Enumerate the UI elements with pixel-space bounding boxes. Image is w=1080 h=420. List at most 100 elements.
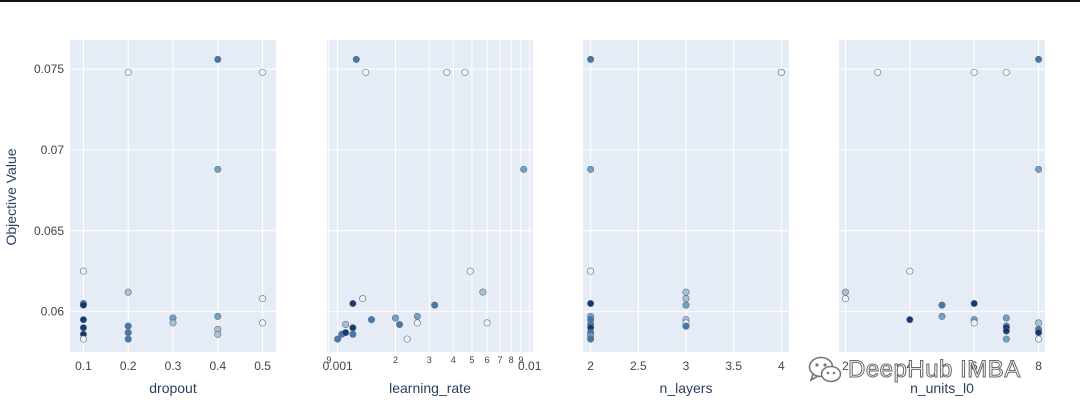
data-point bbox=[1035, 335, 1043, 343]
panel-dropout: 0.1 0.2 0.3 0.4 0.5 dropout bbox=[70, 40, 276, 396]
x-tick-label: 0.3 bbox=[165, 359, 182, 373]
data-point bbox=[352, 55, 360, 63]
y-tick-label: 0.075 bbox=[34, 62, 64, 76]
data-point bbox=[938, 312, 946, 320]
data-point bbox=[682, 288, 690, 296]
panel-n_layers: 2 2.5 3 3.5 4 n_layers bbox=[583, 40, 789, 396]
x-axis-title: n_units_l0 bbox=[910, 380, 974, 396]
y-tick-label: 0.06 bbox=[41, 305, 65, 319]
data-point bbox=[1002, 327, 1010, 335]
data-point bbox=[124, 322, 132, 330]
data-point bbox=[334, 335, 342, 343]
x-tick-label: 2.5 bbox=[630, 359, 647, 373]
x-minor-tick-label: 9 bbox=[518, 355, 523, 365]
data-point bbox=[1002, 68, 1010, 76]
data-point bbox=[79, 301, 87, 309]
data-point bbox=[587, 165, 595, 173]
y-axis-title: Objective Value bbox=[3, 148, 19, 245]
top-border bbox=[0, 0, 1080, 2]
data-point bbox=[169, 319, 177, 327]
plot-background bbox=[327, 40, 533, 352]
data-point bbox=[906, 267, 914, 275]
data-point bbox=[682, 295, 690, 303]
data-point bbox=[214, 330, 222, 338]
x-minor-tick-label: 9 bbox=[326, 355, 331, 365]
x-axis-title: dropout bbox=[149, 380, 197, 396]
data-point bbox=[79, 267, 87, 275]
data-point bbox=[479, 288, 487, 296]
x-tick-label: 0.01 bbox=[518, 359, 542, 373]
data-point bbox=[520, 165, 528, 173]
data-point bbox=[970, 319, 978, 327]
x-tick-label: 0.5 bbox=[254, 359, 271, 373]
data-point bbox=[970, 300, 978, 308]
data-point bbox=[391, 314, 399, 322]
x-tick-label: 2 bbox=[587, 359, 594, 373]
data-point bbox=[413, 319, 421, 327]
panels-layer: 0.06 0.065 0.07 0.075 0.1 0.2 0.3 0.4 0.5 dropout… bbox=[34, 40, 1045, 396]
data-point bbox=[1002, 335, 1010, 343]
data-point bbox=[214, 165, 222, 173]
data-point bbox=[349, 300, 357, 308]
data-point bbox=[259, 319, 267, 327]
x-minor-tick-label: 2 bbox=[393, 355, 398, 365]
data-point bbox=[403, 335, 411, 343]
data-point bbox=[970, 68, 978, 76]
x-tick-label: 2 bbox=[842, 359, 849, 373]
watermark: DeepHub IMBA bbox=[808, 352, 1021, 388]
data-point bbox=[362, 68, 370, 76]
data-point bbox=[124, 335, 132, 343]
x-tick-label: 0.4 bbox=[209, 359, 226, 373]
x-minor-tick-label: 8 bbox=[509, 355, 514, 365]
data-point bbox=[841, 295, 849, 303]
x-tick-label: 0.1 bbox=[75, 359, 92, 373]
y-tick-label: 0.07 bbox=[41, 143, 65, 157]
data-point bbox=[841, 288, 849, 296]
data-point bbox=[413, 312, 421, 320]
data-point bbox=[1035, 55, 1043, 63]
data-point bbox=[259, 295, 267, 303]
data-point bbox=[777, 68, 785, 76]
data-point bbox=[587, 335, 595, 343]
panel-n_units_l0: 2 4 6 8 n_units_l0 bbox=[839, 40, 1045, 396]
x-tick-label: 0.2 bbox=[120, 359, 137, 373]
data-point bbox=[124, 68, 132, 76]
x-axis-title: learning_rate bbox=[389, 380, 471, 396]
data-point bbox=[466, 267, 474, 275]
watermark-text: DeepHub IMBA bbox=[848, 356, 1021, 384]
x-tick-label: 4 bbox=[906, 359, 913, 373]
x-tick-label: 3.5 bbox=[725, 359, 742, 373]
x-minor-tick-label: 7 bbox=[497, 355, 502, 365]
data-point bbox=[259, 68, 267, 76]
data-point bbox=[461, 68, 469, 76]
data-point bbox=[587, 267, 595, 275]
y-tick-label: 0.065 bbox=[34, 224, 64, 238]
data-point bbox=[938, 301, 946, 309]
data-point bbox=[1035, 319, 1043, 327]
x-minor-tick-label: 3 bbox=[427, 355, 432, 365]
data-point bbox=[1035, 329, 1043, 337]
data-point bbox=[682, 322, 690, 330]
x-minor-tick-label: 6 bbox=[485, 355, 490, 365]
data-point bbox=[342, 329, 350, 337]
data-point bbox=[1035, 165, 1043, 173]
x-tick-label: 0.001 bbox=[323, 359, 353, 373]
data-point bbox=[682, 301, 690, 309]
data-point bbox=[367, 316, 375, 324]
data-point bbox=[1002, 314, 1010, 322]
data-point bbox=[79, 324, 87, 332]
plot-background bbox=[839, 40, 1045, 352]
data-point bbox=[587, 300, 595, 308]
x-minor-tick-label: 4 bbox=[451, 355, 456, 365]
data-point bbox=[396, 321, 404, 329]
x-minor-tick-label: 5 bbox=[469, 355, 474, 365]
x-tick-label: 3 bbox=[683, 359, 690, 373]
wechat-icon bbox=[808, 356, 842, 383]
data-point bbox=[874, 68, 882, 76]
data-point bbox=[483, 319, 491, 327]
x-tick-label: 6 bbox=[971, 359, 978, 373]
data-point bbox=[443, 68, 451, 76]
data-point bbox=[906, 316, 914, 324]
